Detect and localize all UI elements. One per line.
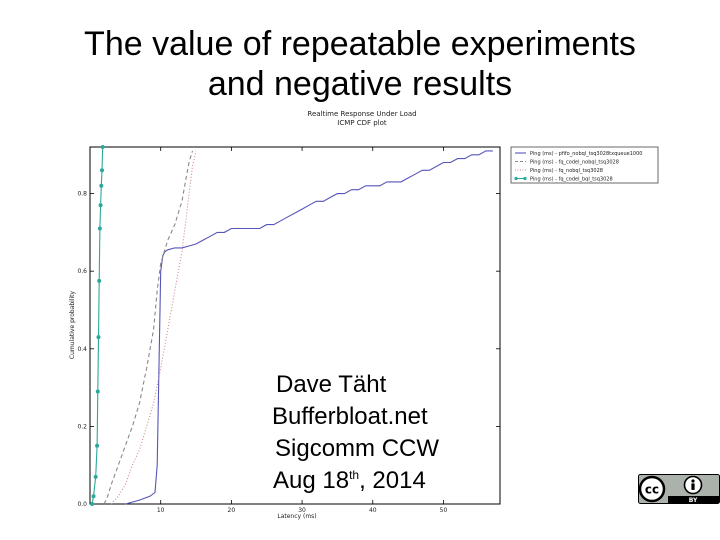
data-point <box>100 168 105 173</box>
y-tick-label: 0.2 <box>77 423 87 430</box>
legend-label: Ping (ms) - fq_codel_nobql_tsq3028 <box>530 159 619 165</box>
data-point <box>99 183 104 188</box>
data-point <box>93 474 98 479</box>
x-tick-label: 20 <box>228 507 236 514</box>
data-point <box>91 494 96 499</box>
y-axis-label: Cumulative probability <box>69 290 76 359</box>
author-name: Dave Täht <box>276 371 387 398</box>
legend-label: Ping (ms) - fq_codel_bql_tsq3028 <box>530 176 613 182</box>
chart-subtitle: ICMP CDF plot <box>337 119 387 127</box>
series-line-0 <box>125 150 493 505</box>
license-by-label: BY <box>689 497 698 504</box>
x-axis-label: Latency (ms) <box>277 513 316 520</box>
legend-box <box>510 146 659 184</box>
legend-label: Ping (ms) - pfifo_nobql_tsq3028txqueue10… <box>530 151 642 157</box>
series-line-2 <box>110 150 197 505</box>
chart-legend: Ping (ms) - pfifo_nobql_tsq3028txqueue10… <box>510 146 659 184</box>
x-tick-label: 30 <box>298 507 306 514</box>
axis-ticks: 10 20 30 40 50 0.0 0.2 0.4 0.6 0.8 <box>77 147 500 514</box>
y-tick-label: 0.4 <box>77 346 87 353</box>
series-line-1 <box>103 150 194 505</box>
data-point <box>96 335 101 340</box>
author-org: Bufferbloat.net <box>272 403 428 430</box>
y-tick-label: 0.0 <box>77 501 87 508</box>
series-lines <box>90 145 493 506</box>
date-suffix: th <box>349 468 360 482</box>
data-point <box>90 502 95 506</box>
cc-license-badge: cc BY <box>638 474 720 504</box>
data-point <box>95 389 100 394</box>
date-year: , 2014 <box>359 467 426 494</box>
x-tick-label: 40 <box>369 507 377 514</box>
legend-label: Ping (ms) - fq_nobql_tsq3028 <box>530 168 603 174</box>
data-point <box>98 203 103 208</box>
data-point <box>100 145 105 149</box>
plot-frame <box>89 146 501 505</box>
slide-title-line1: The value of repeatable experiments <box>84 25 636 63</box>
attribution-person-icon <box>683 475 703 495</box>
svg-text:cc: cc <box>645 483 659 497</box>
data-point <box>97 226 102 231</box>
slide-title-line2: and negative results <box>207 65 513 103</box>
series-line-3 <box>91 146 104 505</box>
x-tick-label: 50 <box>440 507 448 514</box>
cc-icon: cc <box>638 475 666 503</box>
data-point <box>97 278 102 283</box>
y-tick-label: 0.8 <box>77 191 87 198</box>
event-name: Sigcomm CCW <box>275 435 440 462</box>
slide-title: The value of repeatable experiments and … <box>0 24 720 104</box>
y-tick-label: 0.6 <box>77 268 87 275</box>
date-main: Aug 18 <box>273 467 350 494</box>
data-point <box>95 443 100 448</box>
x-tick-label: 10 <box>157 507 165 514</box>
event-date: Aug 18th, 2014 <box>273 467 426 495</box>
legend-marker <box>523 176 527 181</box>
chart-title: Realtime Response Under Load <box>307 110 417 118</box>
legend-marker <box>514 176 518 181</box>
